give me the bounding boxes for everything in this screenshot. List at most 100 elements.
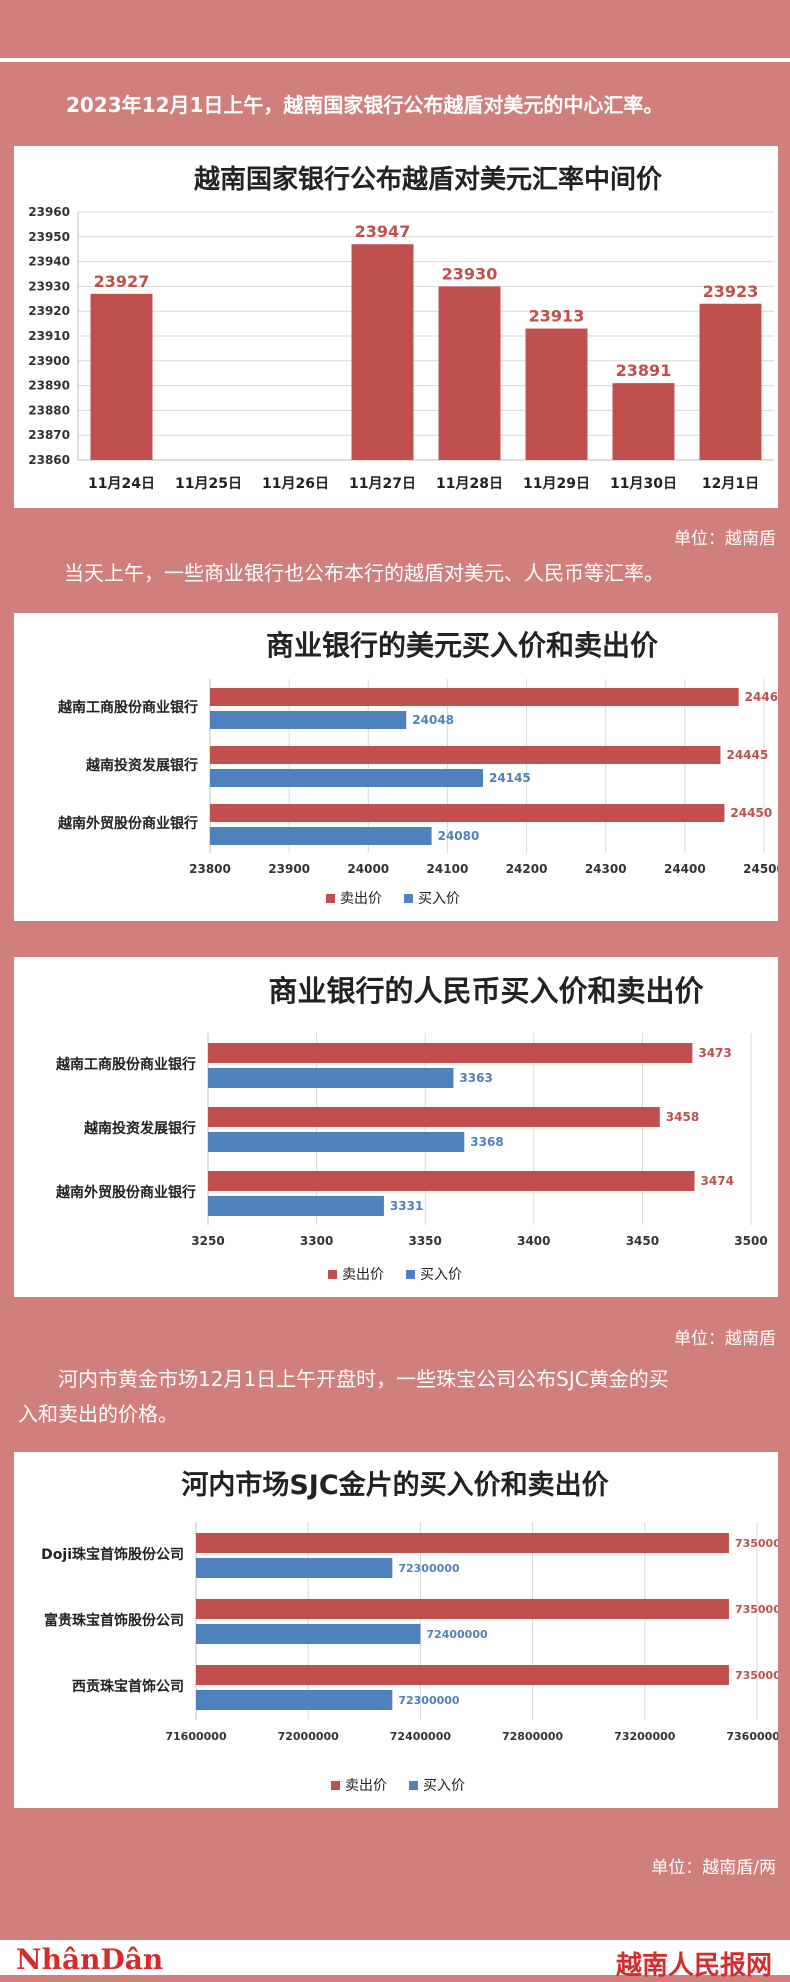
data-label: 23930 [442, 264, 498, 283]
y-tick-label: 23860 [28, 453, 70, 467]
x-tick-label: 3250 [191, 1234, 224, 1248]
intro-text-3: 河内市黄金市场12月1日上午开盘时，一些珠宝公司公布SJC黄金的买 [58, 1367, 669, 1391]
buy-value-label: 72400000 [426, 1628, 488, 1641]
data-label: 23923 [703, 282, 759, 301]
sell-value-label: 73500000 [735, 1669, 778, 1682]
x-tick-label: 3400 [517, 1234, 550, 1248]
unit-label-2: 单位：越南盾 [674, 1329, 776, 1349]
y-tick-label: 23920 [28, 304, 70, 318]
category-label: Doji珠宝首饰股份公司 [41, 1546, 184, 1563]
legend-swatch-sell [326, 894, 335, 903]
sell-value-label: 73500000 [735, 1537, 778, 1550]
category-label: 越南投资发展银行 [83, 1120, 196, 1137]
y-tick-label: 23960 [28, 205, 70, 219]
sell-bar [196, 1599, 729, 1619]
x-tick-label: 73600000 [726, 1730, 778, 1743]
chart-panel-2: 商业银行的美元买入价和卖出价 23800 23900 24000 24100 24200 2… [14, 613, 786, 921]
sell-bar [210, 804, 725, 822]
sell-value-label: 24468 [745, 690, 778, 704]
chart-panel-3: 商业银行的人民币买入价和卖出价 3250 3300 3350 3400 3450 3500 越… [14, 957, 778, 1297]
buy-bar [196, 1690, 393, 1710]
y-tick-label: 23910 [28, 329, 70, 343]
x-tick-label: 11月29日 [523, 476, 590, 492]
y-tick-label: 23890 [28, 379, 70, 393]
legend-label-buy: 买入价 [420, 1267, 462, 1283]
x-tick-label: 23800 [189, 862, 231, 876]
sell-bar [196, 1665, 729, 1685]
buy-value-label: 24048 [412, 713, 454, 727]
x-tick-label: 24300 [585, 862, 627, 876]
legend-label-sell: 卖出价 [345, 1778, 387, 1794]
bar [90, 293, 153, 460]
x-tick-label: 11月30日 [610, 476, 677, 492]
sell-value-label: 24445 [726, 748, 768, 762]
x-tick-label: 72800000 [502, 1730, 564, 1743]
data-label: 23891 [616, 361, 672, 380]
sell-bar [210, 746, 721, 764]
legend-label-buy: 买入价 [418, 891, 460, 907]
data-label: 23947 [355, 222, 411, 241]
x-tick-label: 73200000 [614, 1730, 676, 1743]
legend-swatch-buy [406, 1270, 415, 1279]
x-tick-label: 72000000 [278, 1730, 340, 1743]
x-tick-label: 24000 [347, 862, 389, 876]
buy-bar [196, 1558, 393, 1578]
bar [438, 286, 501, 460]
cny-bank-chart: 商业银行的人民币买入价和卖出价 3250 3300 3350 3400 3450 3500 越… [55, 974, 768, 1283]
sell-bar [208, 1107, 660, 1127]
buy-bar [196, 1624, 421, 1644]
bar [699, 303, 762, 460]
buy-value-label: 24145 [489, 771, 531, 785]
sell-value-label: 73500000 [735, 1603, 778, 1616]
buy-value-label: 3368 [470, 1135, 503, 1149]
y-tick-label: 23900 [28, 354, 70, 368]
x-tick-label: 11月27日 [349, 476, 416, 492]
data-label: 23913 [529, 307, 585, 326]
x-tick-label: 12月1日 [702, 476, 759, 492]
site-name-logo: 越南人民报网 [615, 1951, 772, 1981]
buy-value-label: 3363 [459, 1071, 492, 1085]
y-tick-label: 23880 [28, 403, 70, 417]
buy-bar [208, 1196, 384, 1216]
category-label: 越南投资发展银行 [85, 757, 198, 774]
x-tick-label: 11月24日 [88, 476, 155, 492]
buy-value-label: 72300000 [398, 1562, 460, 1575]
chart-title: 河内市场SJC金片的买入价和卖出价 [181, 1469, 609, 1501]
legend-swatch-sell [328, 1270, 337, 1279]
y-tick-label: 23940 [28, 255, 70, 269]
sell-bar [196, 1533, 729, 1553]
legend-label-buy: 买入价 [423, 1778, 465, 1794]
data-label: 23927 [94, 272, 150, 291]
buy-value-label: 24080 [438, 829, 480, 843]
x-tick-label: 24200 [506, 862, 548, 876]
sell-value-label: 3474 [701, 1174, 734, 1188]
sell-bar [208, 1171, 695, 1191]
x-tick-label: 72400000 [390, 1730, 452, 1743]
unit-label-1: 单位：越南盾 [674, 529, 776, 549]
chart-panel-4: 河内市场SJC金片的买入价和卖出价 71600000 72000000 7240000… [14, 1452, 790, 1808]
y-tick-label: 23950 [28, 230, 70, 244]
chart-title: 商业银行的美元买入价和卖出价 [266, 629, 659, 662]
sell-bar [210, 688, 739, 706]
buy-bar [210, 711, 407, 729]
footer-bar [0, 1940, 790, 1975]
sell-value-label: 24450 [730, 806, 772, 820]
legend-swatch-buy [404, 894, 413, 903]
category-label: 越南工商股份商业银行 [55, 1056, 196, 1073]
intro-text-3-cont: 入和卖出的价格。 [18, 1402, 178, 1426]
gold-price-chart: 河内市场SJC金片的买入价和卖出价 71600000 72000000 7240000… [41, 1469, 790, 1794]
x-tick-label: 11月26日 [262, 476, 329, 492]
buy-bar [210, 769, 484, 787]
x-tick-label: 23900 [268, 862, 310, 876]
x-tick-label: 24100 [427, 862, 469, 876]
sell-value-label: 3458 [666, 1110, 699, 1124]
buy-bar [210, 827, 432, 845]
nhandan-logo: NhânDân [16, 1943, 164, 1976]
legend-label-sell: 卖出价 [340, 891, 382, 907]
x-tick-label: 24400 [664, 862, 706, 876]
chart-panel-1: 越南国家银行公布越盾对美元汇率中间价 23860 23870 23880 23890 23… [14, 146, 778, 508]
x-tick-label: 3500 [734, 1234, 767, 1248]
buy-value-label: 72300000 [398, 1694, 460, 1707]
category-label: 富贵珠宝首饰股份公司 [44, 1612, 184, 1629]
bar [351, 244, 414, 460]
